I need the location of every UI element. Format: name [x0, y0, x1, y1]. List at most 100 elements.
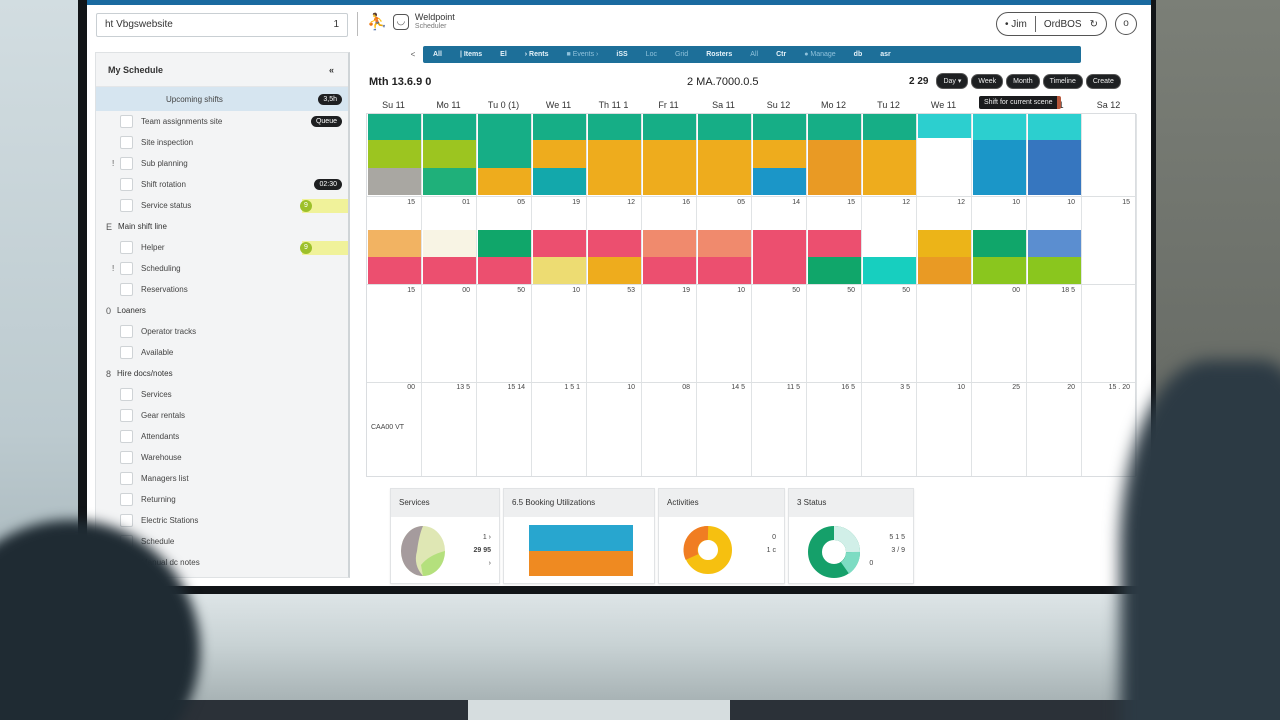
shift-block[interactable]: [753, 114, 806, 140]
day-column[interactable]: [752, 114, 807, 476]
day-column[interactable]: [697, 114, 752, 476]
shift-block[interactable]: [588, 140, 641, 195]
sidebar-item[interactable]: Helper 9: [96, 237, 348, 258]
day-header[interactable]: We 11: [930, 100, 957, 110]
sidebar-item[interactable]: Site inspection: [96, 132, 348, 153]
shift-block[interactable]: [643, 230, 696, 257]
item-checkbox[interactable]: [120, 157, 133, 170]
shift-block[interactable]: [1028, 140, 1081, 195]
shift-block[interactable]: [423, 140, 476, 168]
day-column[interactable]: [422, 114, 477, 476]
shift-block[interactable]: [753, 140, 806, 168]
booking-utilization-card[interactable]: 6.5 Booking Utilizations: [503, 488, 655, 584]
tab[interactable]: El: [500, 51, 507, 58]
user-account-pill[interactable]: • Jim OrdBOS ↻: [995, 12, 1107, 36]
day-column[interactable]: [862, 114, 917, 476]
shift-block[interactable]: [533, 168, 586, 195]
item-checkbox[interactable]: [120, 409, 133, 422]
item-checkbox[interactable]: [120, 472, 133, 485]
day-header[interactable]: Sa 11: [712, 100, 735, 110]
shift-block[interactable]: [478, 257, 531, 284]
tab[interactable]: db: [853, 51, 863, 58]
tabs-back-icon[interactable]: <: [410, 50, 416, 59]
sidebar-item[interactable]: Warehouse: [96, 447, 348, 468]
shift-block[interactable]: [918, 257, 971, 284]
sidebar-group[interactable]: 0 Loaners: [96, 300, 348, 321]
sidebar-item[interactable]: Operator tracks: [96, 321, 348, 342]
account-label[interactable]: OrdBOS: [1043, 18, 1082, 30]
shift-block[interactable]: [863, 140, 916, 195]
shift-block[interactable]: [643, 257, 696, 284]
item-checkbox[interactable]: [120, 325, 133, 338]
tab[interactable]: Ctr: [776, 51, 787, 58]
tab[interactable]: Loc: [645, 51, 657, 58]
shift-block[interactable]: [368, 140, 421, 168]
shift-block[interactable]: [1028, 257, 1081, 284]
shift-block[interactable]: [478, 114, 531, 168]
shift-block[interactable]: [698, 230, 751, 257]
shift-block[interactable]: [368, 114, 421, 140]
shift-block[interactable]: [863, 257, 916, 284]
shift-block[interactable]: [368, 230, 421, 257]
item-checkbox[interactable]: [120, 283, 133, 296]
create-button[interactable]: Create: [1085, 73, 1121, 89]
shift-block[interactable]: [698, 140, 751, 195]
sidebar-item[interactable]: Reservations: [96, 279, 348, 300]
shift-block[interactable]: [588, 257, 641, 284]
tab[interactable]: Rosters: [706, 51, 733, 58]
tab[interactable]: | Items: [459, 51, 483, 58]
day-column[interactable]: [972, 114, 1027, 476]
sidebar-item[interactable]: Service status 9: [96, 195, 348, 216]
day-header[interactable]: Tu 12: [877, 100, 900, 110]
shift-block[interactable]: [808, 140, 861, 195]
shift-block[interactable]: [808, 257, 861, 284]
sidebar-item[interactable]: ! Scheduling: [96, 258, 348, 279]
shift-block[interactable]: [533, 114, 586, 140]
shift-block[interactable]: [918, 114, 971, 138]
view-month-button[interactable]: Month: [1006, 73, 1040, 89]
shift-block[interactable]: [753, 230, 806, 284]
shift-block[interactable]: [863, 114, 916, 140]
item-checkbox[interactable]: [120, 388, 133, 401]
day-header[interactable]: Su 11: [382, 100, 405, 110]
app-brand[interactable]: ⛹ ◡ Weldpoint Scheduler: [367, 12, 455, 32]
shift-block[interactable]: [698, 257, 751, 284]
view-day-button[interactable]: Day ▾: [936, 73, 969, 89]
collapse-icon[interactable]: «: [328, 64, 334, 75]
sidebar-item[interactable]: Managers list: [96, 468, 348, 489]
tab[interactable]: All: [433, 51, 442, 58]
shift-block[interactable]: [643, 114, 696, 140]
sidebar-item[interactable]: Upcoming shifts 3,5h: [96, 87, 348, 111]
shift-block[interactable]: [643, 140, 696, 195]
sidebar-item[interactable]: ! Sub planning: [96, 153, 348, 174]
shift-block[interactable]: [478, 168, 531, 195]
day-column[interactable]: [642, 114, 697, 476]
item-checkbox[interactable]: [120, 115, 133, 128]
day-header[interactable]: Fr 11: [658, 100, 679, 110]
sidebar-item[interactable]: Returning: [96, 489, 348, 510]
item-checkbox[interactable]: [120, 178, 133, 191]
view-timeline-button[interactable]: Timeline: [1042, 73, 1083, 89]
activities-card[interactable]: Activities 0 1 c: [658, 488, 785, 584]
settings-button[interactable]: o: [1115, 13, 1137, 35]
shift-block[interactable]: [588, 230, 641, 257]
shift-block[interactable]: [918, 230, 971, 257]
day-header[interactable]: Mo 12: [820, 100, 846, 110]
sidebar-group[interactable]: 8 Hire docs/notes: [96, 363, 348, 384]
day-header[interactable]: Mo 11: [436, 100, 461, 110]
tab[interactable]: › Rents: [524, 51, 549, 58]
shift-block[interactable]: [478, 230, 531, 257]
shift-block[interactable]: [423, 230, 476, 257]
day-column[interactable]: [807, 114, 862, 476]
shift-block[interactable]: [808, 230, 861, 257]
shift-block[interactable]: [973, 230, 1026, 257]
item-checkbox[interactable]: [120, 136, 133, 149]
services-card[interactable]: Services 1 › 29 95 ›: [390, 488, 500, 584]
tab[interactable]: ■ Events ›: [566, 51, 599, 58]
shift-block[interactable]: [533, 230, 586, 257]
tab[interactable]: ● Manage: [804, 51, 836, 58]
item-checkbox[interactable]: [120, 241, 133, 254]
tab[interactable]: asr: [880, 51, 891, 58]
tab[interactable]: Grid: [674, 51, 689, 58]
day-column[interactable]: [1082, 114, 1137, 476]
